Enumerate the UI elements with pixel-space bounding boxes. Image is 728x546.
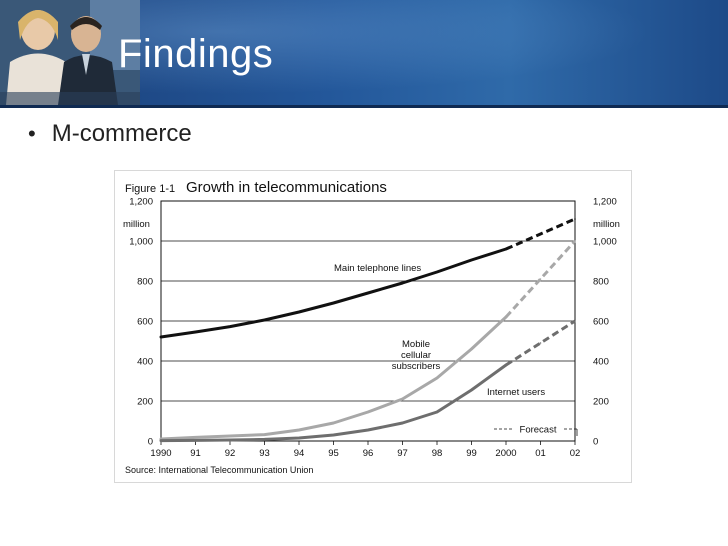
data-point-s2-8 — [436, 411, 438, 413]
x-tick-label: 1990 — [150, 448, 171, 459]
x-tick-label: 97 — [397, 448, 408, 459]
figure-prefix: Figure 1-1 — [125, 183, 175, 195]
people-photo-icon — [0, 0, 140, 105]
slide-header: Findings — [0, 0, 728, 105]
data-point-s1-7 — [401, 398, 404, 400]
data-point-s0-10 — [505, 248, 507, 250]
y-tick-label-right: 200 — [593, 397, 609, 408]
data-point-s1-1 — [194, 436, 197, 439]
y-tick-label-right: 0 — [593, 437, 598, 448]
series-label-2: Internet users — [487, 387, 545, 398]
series-line-1 — [159, 315, 508, 441]
x-tick-label: 95 — [328, 448, 339, 459]
forecast-layer: Forecast — [494, 425, 578, 436]
data-point-s2-12 — [574, 320, 576, 322]
y-tick-label-left: 400 — [137, 357, 153, 368]
data-point-s2-6 — [367, 429, 369, 431]
figure-source: Source: International Telecommunication … — [125, 465, 313, 475]
data-point-s0-7 — [401, 282, 404, 284]
data-point-s0-11 — [539, 233, 542, 235]
y-tick-label-left: 600 — [137, 317, 153, 328]
y-tick-label-right: 1,000 — [593, 237, 617, 248]
x-tick-label: 93 — [259, 448, 270, 459]
series-forecast-line-1 — [504, 239, 577, 319]
data-point-s2-0 — [160, 439, 162, 442]
data-point-s1-6 — [367, 411, 369, 413]
x-tick-label: 94 — [294, 448, 305, 459]
y-tick-label-right: 600 — [593, 317, 609, 328]
unit-label-right: million — [593, 219, 620, 230]
data-point-s2-11 — [539, 342, 542, 344]
data-point-s2-2 — [229, 439, 231, 441]
bullet-dot-icon: • — [28, 121, 36, 146]
data-point-s0-12 — [574, 218, 576, 220]
data-point-s1-8 — [436, 377, 438, 379]
label-layer: Main telephone lines Mobilecellularsubscr… — [334, 263, 545, 398]
x-tick-label: 99 — [466, 448, 477, 459]
x-tick-label: 98 — [432, 448, 443, 459]
data-point-s0-2 — [229, 325, 231, 328]
header-divider — [0, 105, 728, 108]
data-point-s1-4 — [298, 429, 300, 431]
y-tick-label-right: 800 — [593, 277, 609, 288]
data-point-s1-3 — [263, 433, 266, 436]
bullet-text: M-commerce — [51, 120, 192, 147]
data-point-s0-9 — [470, 259, 473, 261]
data-point-s0-1 — [194, 331, 197, 333]
data-point-s2-9 — [470, 389, 473, 391]
data-point-s2-4 — [298, 437, 300, 439]
data-point-s0-4 — [298, 311, 300, 313]
data-point-s0-3 — [263, 319, 266, 321]
series-forecast-line-2 — [505, 319, 576, 367]
data-point-s2-5 — [332, 434, 335, 436]
data-point-s1-5 — [332, 422, 335, 424]
series-line-2 — [159, 363, 508, 443]
data-point-s2-7 — [401, 422, 404, 424]
data-point-s0-8 — [436, 271, 438, 273]
forecast-label: Forecast — [520, 425, 557, 436]
data-point-s2-1 — [194, 439, 197, 442]
data-point-s1-12 — [574, 240, 576, 242]
x-tick-label: 96 — [363, 448, 374, 459]
data-point-s1-11 — [539, 278, 542, 280]
y-tick-label-left: 1,200 — [129, 197, 153, 208]
data-point-s2-10 — [505, 364, 507, 366]
unit-label-left: million — [123, 219, 150, 230]
y-tick-label-left: 200 — [137, 397, 153, 408]
telecom-growth-chart: Figure 1-1 Growth in telecommunications … — [123, 179, 620, 475]
data-point-s1-9 — [470, 348, 473, 350]
data-point-s1-10 — [505, 316, 507, 318]
data-point-s1-2 — [229, 435, 231, 437]
data-point-s0-0 — [160, 336, 162, 338]
data-point-s0-5 — [332, 302, 335, 304]
y-tick-label-right: 400 — [593, 357, 609, 368]
y-tick-label-left: 1,000 — [129, 237, 153, 248]
figure-panel: Figure 1-1 Growth in telecommunications … — [114, 170, 632, 483]
figure-caption: Growth in telecommunications — [186, 179, 387, 196]
data-point-s0-6 — [367, 292, 369, 294]
series-layer — [159, 217, 577, 443]
x-tick-label: 91 — [190, 448, 201, 459]
x-tick-label: 92 — [225, 448, 236, 459]
y-tick-label-left: 800 — [137, 277, 153, 288]
y-tick-label-left: 0 — [148, 437, 153, 448]
x-tick-label: 01 — [535, 448, 546, 459]
y-tick-label-right: 1,200 — [593, 197, 617, 208]
x-tick-label: 2000 — [495, 448, 516, 459]
series-label-1: cellular — [401, 350, 431, 361]
slide-title: Findings — [118, 32, 274, 76]
series-label-0: Main telephone lines — [334, 263, 421, 274]
grid-layer — [160, 200, 576, 442]
x-tick-label: 02 — [570, 448, 581, 459]
bullet-item: • M-commerce — [28, 120, 192, 148]
data-point-s2-3 — [263, 438, 266, 441]
series-label-1: Mobile — [402, 339, 430, 350]
header-photo — [0, 0, 140, 105]
series-label-1: subscribers — [392, 361, 441, 372]
tick-layer: 0 0 200 200 400 400 600 600 800 800 1,000 1,000 1,20… — [129, 197, 617, 460]
